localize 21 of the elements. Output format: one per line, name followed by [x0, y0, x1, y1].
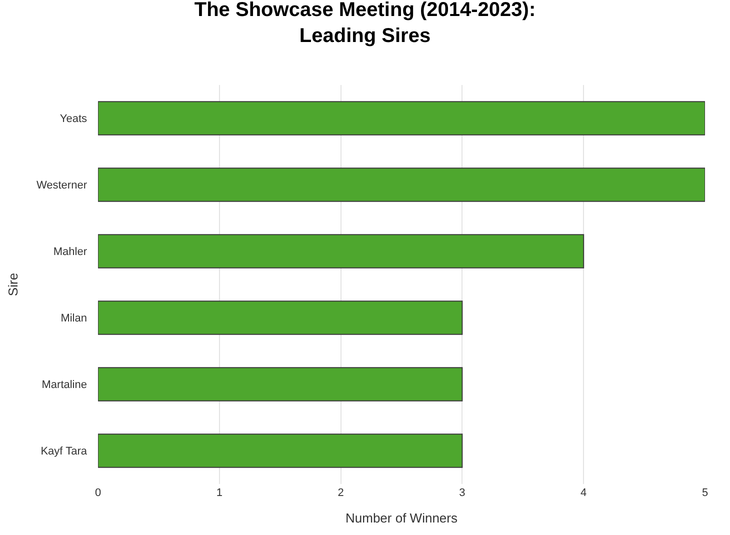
y-tick-label: Westerner	[36, 180, 88, 192]
y-tick-label: Milan	[60, 312, 87, 325]
y-tick-label: Yeats	[60, 113, 88, 126]
bar	[98, 101, 705, 136]
bar	[98, 234, 584, 268]
chart-title: The Showcase Meeting (2014-2023): Leading Sires	[194, 0, 536, 48]
bar	[98, 168, 705, 202]
x-tick-label: 5	[702, 487, 708, 499]
y-axis-title: Sire	[5, 272, 20, 296]
y-tick-label: Mahler	[53, 246, 88, 258]
y-tick-label: Kayf Tara	[40, 446, 88, 458]
x-tick-label: 1	[216, 487, 222, 499]
x-tick-label: 2	[338, 487, 344, 499]
x-axis-title: Number of Winners	[346, 510, 458, 526]
x-tick-label: 4	[580, 487, 587, 499]
x-tick-label: 3	[459, 487, 466, 499]
bar	[98, 367, 463, 402]
y-tick-label: Martaline	[42, 379, 87, 392]
bar	[98, 300, 463, 335]
x-tick-label: 0	[94, 487, 102, 499]
bar	[98, 434, 463, 468]
